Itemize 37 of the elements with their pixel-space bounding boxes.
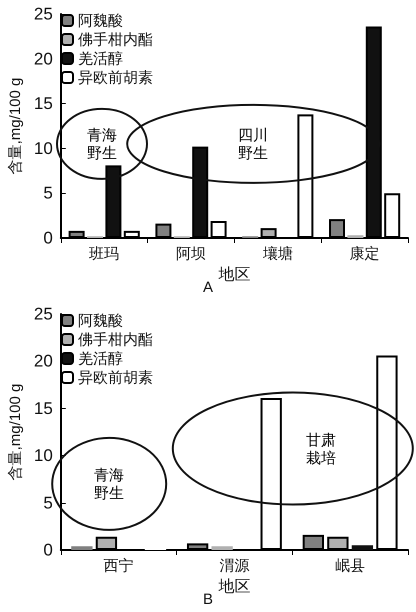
y-tick-label: 25 xyxy=(34,304,53,324)
y-axis-title: 含量,mg/100 g xyxy=(7,384,24,480)
legend-label: 佛手柑内酯 xyxy=(78,30,153,48)
y-tick-label: 0 xyxy=(43,228,53,248)
legend-label: 异欧前胡素 xyxy=(78,68,153,86)
legend-label: 羌活醇 xyxy=(78,350,123,368)
x-tick-label: 西宁 xyxy=(104,556,134,574)
annotation: 甘肃栽培 xyxy=(305,430,336,467)
y-tick-label: 15 xyxy=(34,94,53,114)
x-axis-title: 地区 xyxy=(217,576,250,596)
x-tick-label: 班玛 xyxy=(89,244,120,262)
legend-label: 异欧前胡素 xyxy=(78,368,153,386)
x-tick-label: 阿坝 xyxy=(176,244,206,262)
legend-label: 佛手柑内酯 xyxy=(78,330,153,348)
annotation: 四川野生 xyxy=(238,126,269,162)
y-tick-label: 5 xyxy=(43,493,53,512)
y-tick-label: 10 xyxy=(34,138,53,158)
y-tick-label: 25 xyxy=(34,4,53,24)
y-tick-label: 10 xyxy=(34,446,53,466)
y-tick-label: 5 xyxy=(43,184,53,203)
y-tick-label: 0 xyxy=(43,540,53,560)
x-tick-label: 岷县 xyxy=(335,556,366,574)
legend-label: 阿魏酸 xyxy=(78,12,123,30)
x-tick-label: 渭源 xyxy=(219,556,250,574)
legend-label: 阿魏酸 xyxy=(78,312,123,330)
x-tick-label: 康定 xyxy=(350,244,380,262)
y-axis-title: 含量,mg/100 g xyxy=(7,78,24,174)
text: A xyxy=(202,279,214,296)
y-tick-label: 20 xyxy=(34,352,53,371)
annotation: 青海野生 xyxy=(86,126,118,162)
y-tick-label: 15 xyxy=(34,398,53,418)
x-axis-title: 地区 xyxy=(217,264,250,284)
legend-label: 羌活醇 xyxy=(78,50,123,68)
text: B xyxy=(202,591,214,608)
annotation: 青海野生 xyxy=(94,466,125,502)
x-tick-label: 壤塘 xyxy=(262,244,293,262)
y-tick-label: 20 xyxy=(34,49,53,68)
